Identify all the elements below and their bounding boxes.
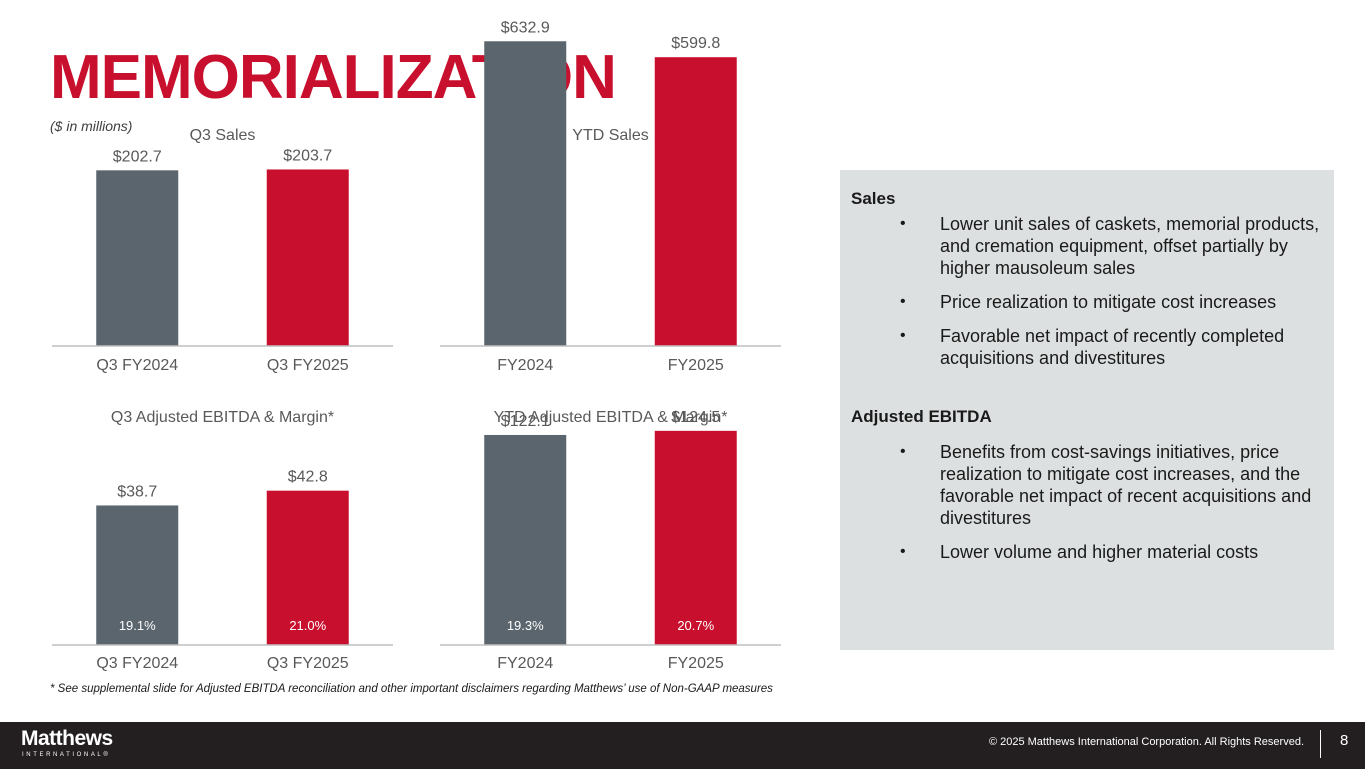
chart-title: Q3 Sales bbox=[190, 127, 256, 144]
bar-margin-label: 19.1% bbox=[119, 618, 156, 633]
bullet-text: Price realization to mitigate cost incre… bbox=[940, 292, 1277, 312]
company-logo: Matthews bbox=[21, 727, 113, 750]
commentary-panel: Sales • Lower unit sales of caskets, memo… bbox=[840, 170, 1334, 650]
category-tick-label: FY2025 bbox=[668, 357, 724, 374]
chart-bar bbox=[654, 430, 737, 645]
chart-title: YTD Sales bbox=[572, 127, 648, 144]
sales-heading: Sales bbox=[851, 189, 896, 208]
chart-bar bbox=[654, 57, 737, 347]
list-item: • Price realization to mitigate cost incr… bbox=[840, 291, 1334, 313]
chart-title: YTD Adjusted EBITDA & Margin* bbox=[494, 409, 728, 426]
chart-bar bbox=[484, 41, 567, 346]
bullet-text: Lower volume and higher material costs bbox=[940, 542, 1259, 562]
units-note: ($ in millions) bbox=[50, 118, 133, 134]
bar-value-label: $38.7 bbox=[117, 483, 157, 500]
bar-value-label: $42.8 bbox=[288, 469, 328, 486]
sales-bullet-list: • Lower unit sales of caskets, memorial p… bbox=[840, 213, 1334, 381]
bullet-text: Lower unit sales of caskets, memorial pr… bbox=[940, 214, 1320, 278]
copyright-text: © 2025 Matthews International Corporatio… bbox=[988, 736, 1304, 748]
chart-bar bbox=[484, 434, 567, 645]
category-tick-label: Q3 FY2025 bbox=[267, 357, 349, 374]
bar-value-label: $124.5 bbox=[671, 409, 720, 426]
company-logo-subtitle: INTERNATIONAL® bbox=[22, 752, 111, 758]
bullet-icon: • bbox=[900, 293, 906, 310]
list-item: • Lower unit sales of caskets, memorial p… bbox=[840, 213, 1334, 279]
bar-margin-label: 20.7% bbox=[677, 618, 714, 633]
bullet-text: Favorable net impact of recently complet… bbox=[940, 326, 1285, 368]
bullet-icon: • bbox=[900, 327, 906, 344]
bar-margin-label: 19.3% bbox=[507, 618, 544, 633]
bullet-icon: • bbox=[900, 215, 906, 232]
bar-value-label: $599.8 bbox=[671, 35, 720, 52]
bullet-icon: • bbox=[900, 543, 906, 560]
list-item: • Benefits from cost-savings initiatives,… bbox=[840, 441, 1334, 529]
category-tick-label: Q3 FY2025 bbox=[267, 655, 349, 672]
bar-value-label: $203.7 bbox=[283, 147, 332, 164]
bar-margin-label: 21.0% bbox=[289, 618, 326, 633]
category-tick-label: FY2024 bbox=[497, 357, 553, 374]
bullet-icon: • bbox=[900, 443, 906, 460]
footnote: * See supplemental slide for Adjusted EB… bbox=[50, 683, 773, 695]
bar-value-label: $202.7 bbox=[113, 148, 162, 165]
footer-bar: Matthews INTERNATIONAL® © 2025 Matthews … bbox=[0, 722, 1365, 769]
ebitda-bullet-list: • Benefits from cost-savings initiatives,… bbox=[840, 441, 1334, 575]
list-item: • Lower volume and higher material costs bbox=[840, 541, 1334, 563]
category-tick-label: Q3 FY2024 bbox=[96, 655, 178, 672]
category-tick-label: FY2024 bbox=[497, 655, 553, 672]
chart-bar bbox=[96, 170, 179, 346]
chart-bar bbox=[266, 490, 349, 645]
bar-value-label: $632.9 bbox=[501, 19, 550, 36]
chart-title: Q3 Adjusted EBITDA & Margin* bbox=[111, 409, 334, 426]
bar-value-label: $122.1 bbox=[501, 413, 550, 430]
category-tick-label: FY2025 bbox=[668, 655, 724, 672]
category-tick-label: Q3 FY2024 bbox=[96, 357, 178, 374]
charts-area: Q3 Sales $202.7 Q3 FY2024 $203.7 Q3 FY2025 YT… bbox=[52, 19, 781, 672]
footer-divider bbox=[1320, 730, 1321, 758]
bullet-text: Benefits from cost-savings initiatives, … bbox=[940, 442, 1312, 528]
ebitda-heading: Adjusted EBITDA bbox=[851, 407, 992, 426]
list-item: • Favorable net impact of recently comple… bbox=[840, 325, 1334, 369]
chart-bar bbox=[266, 169, 349, 346]
page-number: 8 bbox=[1340, 732, 1349, 749]
chart-bar bbox=[96, 505, 179, 645]
